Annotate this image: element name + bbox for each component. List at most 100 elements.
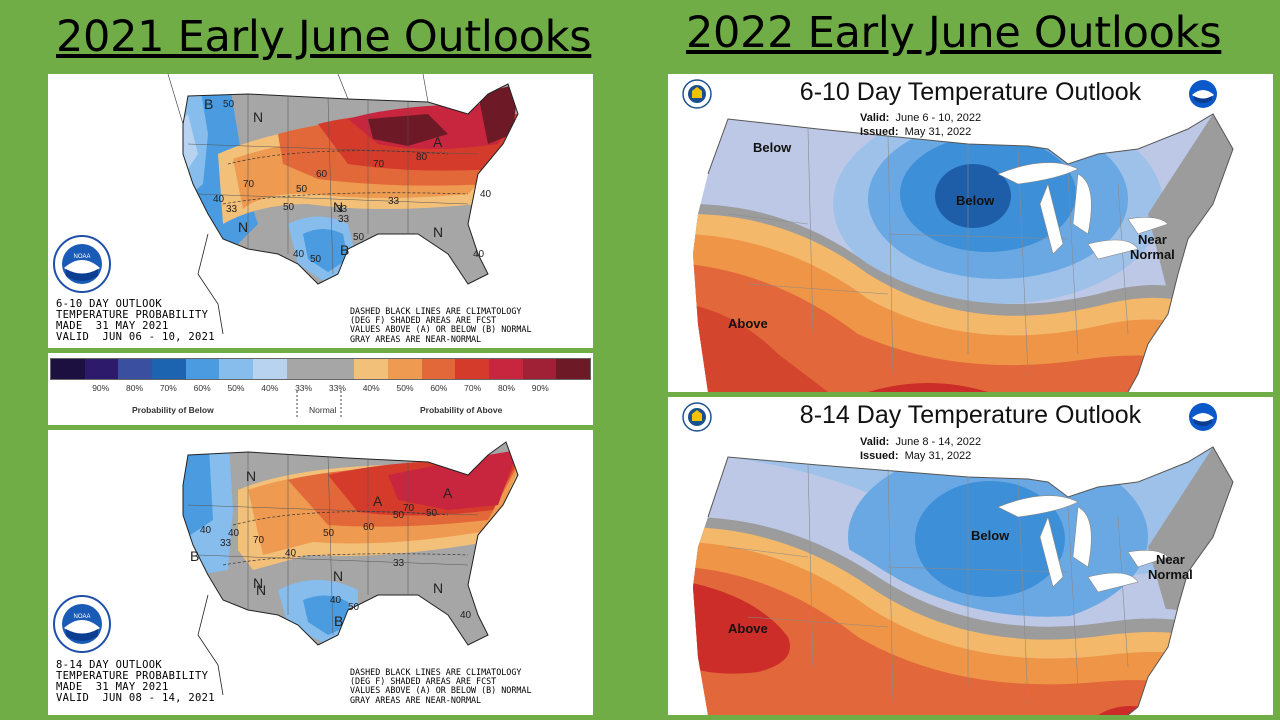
map-label: A [433, 134, 443, 150]
contour-value: 33 [393, 558, 405, 569]
legend-normal-caption: Normal [309, 405, 337, 415]
valid-dates: Valid: June 8 - 14, 2022 [860, 436, 982, 448]
label-below-center: Below [956, 193, 995, 208]
map-2022-6-10-graphic [668, 74, 1273, 392]
map-label: A [443, 485, 453, 501]
legend-tick-spacer [50, 383, 84, 393]
legend-swatch [219, 359, 254, 379]
map-label: B [190, 548, 200, 564]
noaa-logo [1189, 403, 1217, 431]
legend-color-bar [50, 358, 591, 380]
noaa-logo: NOAA [53, 235, 111, 293]
label-near-normal: Near Normal [1148, 552, 1193, 582]
map-label: N [253, 109, 264, 125]
contour-value: 50 [323, 528, 335, 539]
legend-swatch [556, 359, 590, 379]
label-near-normal: Near Normal [1130, 232, 1175, 262]
legend-below-caption: Probability of Below [132, 405, 214, 415]
legend-tick-label: 70% [464, 383, 482, 393]
map-label: N [256, 582, 267, 598]
legend-swatch [488, 359, 523, 379]
contour-value: 50 [223, 99, 235, 110]
contour-value: 50 [296, 184, 308, 195]
contour-value: 70 [253, 535, 265, 546]
legend-tick-label: 33% [295, 383, 313, 393]
noaa-logo [1189, 80, 1217, 108]
legend-tick-label: 50% [396, 383, 414, 393]
map-label: A [373, 493, 383, 509]
contour-value: 40 [200, 525, 212, 536]
map-2021-8-14-day: N B N A N N A B N 40 33 40 50 70 60 50 7… [48, 430, 593, 715]
contour-value: 40 [480, 189, 492, 200]
map-2022-8-14-day: 8-14 Day Temperature Outlook Valid: June… [668, 397, 1273, 715]
commerce-seal-icon [682, 79, 712, 109]
map-2021-6-10-day: B N A N N B N 50 50 60 70 80 70 50 33 33… [48, 74, 593, 348]
legend-ticks: 90% 80% 70% 60% 50% 40% 33% 33% 40% 50% 60% 70% 80% 9… [50, 383, 591, 393]
contour-value: 40 [285, 548, 297, 559]
contour-value: 33 [338, 214, 350, 225]
map-2022-6-10-day: 6-10 Day Temperature Outlook Valid: June… [668, 74, 1273, 392]
contour-value: 33 [388, 196, 400, 207]
cpc-caption: 6-10 DAY OUTLOOK TEMPERATURE PROBABILITY… [56, 298, 215, 343]
outlook-title-8-14: 8-14 Day Temperature Outlook [799, 401, 1142, 429]
contour-value: 40 [213, 194, 225, 205]
noaa-logo-text: NOAA [73, 254, 90, 260]
commerce-seal-icon [682, 402, 712, 432]
legend-tick-label: 80% [126, 383, 144, 393]
contour-value: 40 [330, 595, 342, 606]
legend-tick-label: 33% [328, 383, 346, 393]
map-label: N [253, 575, 264, 591]
legend-swatch [185, 359, 220, 379]
map-label: B [334, 613, 344, 629]
map-label: N [333, 199, 344, 215]
legend-swatch [253, 359, 287, 379]
contour-value: 50 [283, 202, 295, 213]
legend-tick-label: 80% [497, 383, 515, 393]
noaa-logo-text: NOAA [73, 614, 90, 620]
legend-tick-label: 70% [159, 383, 177, 393]
label-above: Above [728, 316, 768, 331]
legend-swatch [522, 359, 557, 379]
contour-value: 80 [416, 152, 428, 163]
legend-tick-label: 40% [261, 383, 279, 393]
legend-swatch [455, 359, 489, 379]
legend-above-caption: Probability of Above [420, 405, 503, 415]
map-2022-8-14-graphic [668, 397, 1273, 715]
legend-tick-label: 60% [430, 383, 448, 393]
map-label: N [433, 224, 444, 240]
cpc-caption: 8-14 DAY OUTLOOK TEMPERATURE PROBABILITY… [56, 659, 215, 704]
contour-value: 50 [426, 508, 438, 519]
legend-tick-label: 90% [531, 383, 549, 393]
probability-legend: 90% 80% 70% 60% 50% 40% 33% 33% 40% 50% 60% 70% 80% 9… [48, 353, 593, 425]
legend-swatch [286, 359, 321, 379]
contour-value: 50 [393, 510, 405, 521]
legend-tick-label: 90% [92, 383, 110, 393]
map-2021-6-10-graphic [167, 74, 519, 335]
legend-swatch [421, 359, 456, 379]
legend-tick-label: 60% [193, 383, 211, 393]
contour-value: 60 [363, 522, 375, 533]
valid-dates: Valid: June 6 - 10, 2022 [860, 112, 982, 124]
legend-swatch [51, 359, 85, 379]
label-below-northwest: Below [753, 140, 792, 155]
map-label: B [340, 242, 350, 258]
legend-swatch [152, 359, 186, 379]
cpc-note: DASHED BLACK LINES ARE CLIMATOLOGY (DEG … [350, 306, 532, 344]
title-2022: 2022 Early June Outlooks [686, 8, 1222, 58]
map-label: B [204, 96, 214, 112]
legend-swatch [354, 359, 388, 379]
legend-tick-label: 40% [362, 383, 380, 393]
map-label: N [333, 568, 344, 584]
outlook-title-6-10: 6-10 Day Temperature Outlook [799, 78, 1142, 106]
contour-value: 70 [243, 179, 255, 190]
legend-swatch [320, 359, 355, 379]
issued-date: Issued: May 31, 2022 [860, 450, 972, 462]
issued-date: Issued: May 31, 2022 [860, 126, 972, 138]
cpc-note: DASHED BLACK LINES ARE CLIMATOLOGY (DEG … [350, 667, 532, 705]
contour-value: 60 [316, 169, 328, 180]
legend-tick-label: 50% [227, 383, 245, 393]
label-below-center: Below [971, 528, 1010, 543]
contour-value: 70 [403, 503, 415, 514]
contour-value: 33 [220, 538, 232, 549]
contour-value: 40 [293, 249, 305, 260]
